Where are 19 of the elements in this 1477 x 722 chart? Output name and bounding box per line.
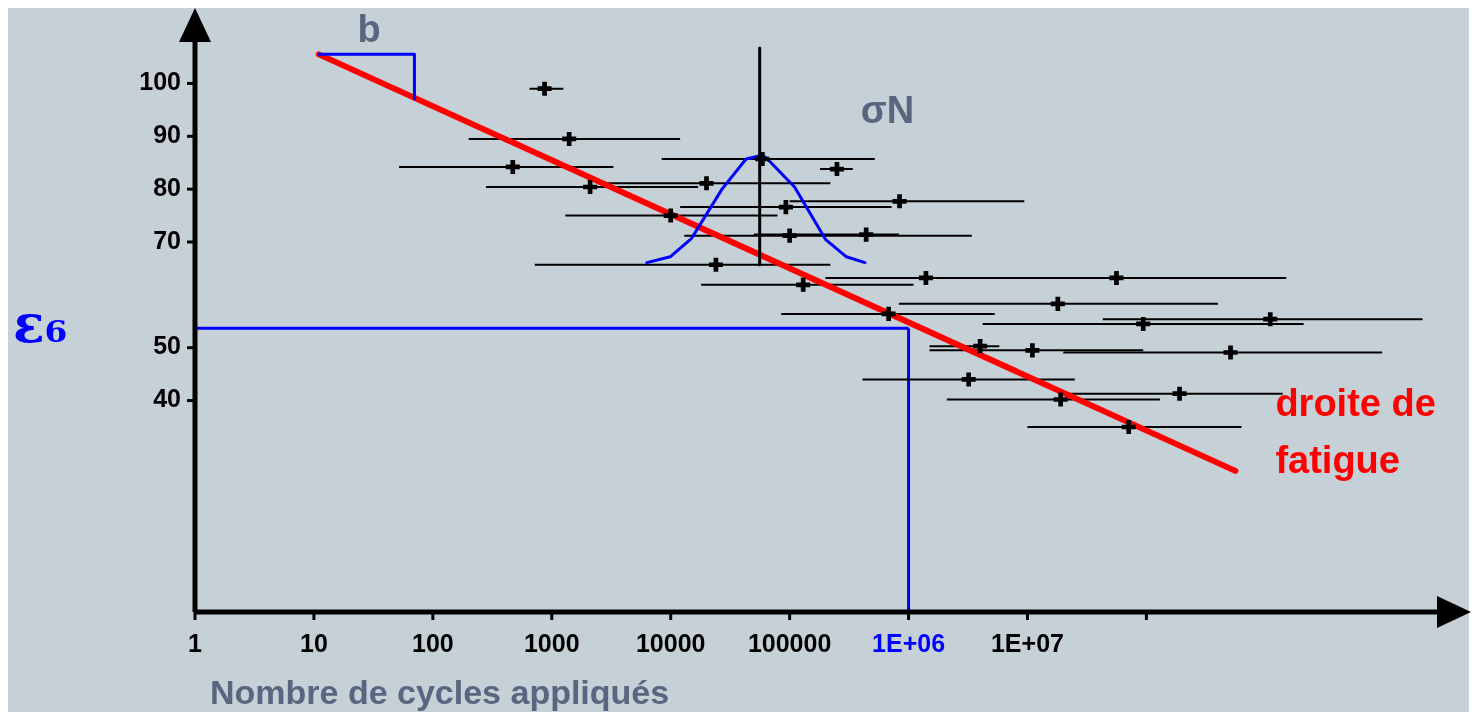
y-tick-label: 90 bbox=[153, 119, 181, 148]
x-tick-label: 1000 bbox=[523, 629, 580, 657]
y-tick-label: 50 bbox=[153, 331, 181, 360]
x-tick-label: 1E+07 bbox=[990, 629, 1064, 657]
y-tick-label: 100 bbox=[139, 67, 181, 96]
series-label: droite de fatigue bbox=[1275, 381, 1436, 481]
annotation: σN bbox=[860, 89, 915, 132]
y-tick-label: 80 bbox=[153, 172, 181, 201]
x-tick-label: 1 bbox=[188, 629, 203, 657]
x-tick-label: 1E+06 bbox=[872, 629, 946, 657]
y-tick-label: 70 bbox=[153, 225, 181, 254]
annotation: b bbox=[357, 8, 381, 51]
x-tick-label: 100 bbox=[411, 629, 454, 657]
x-tick-label: 10000 bbox=[635, 629, 706, 657]
ref-line-label: ε₆ bbox=[13, 292, 68, 354]
y-tick-label: 40 bbox=[153, 384, 181, 413]
x-axis-title: Nombre de cycles appliqués bbox=[210, 673, 670, 711]
x-tick-label: 100000 bbox=[747, 629, 832, 657]
x-tick-label: 10 bbox=[300, 629, 328, 657]
